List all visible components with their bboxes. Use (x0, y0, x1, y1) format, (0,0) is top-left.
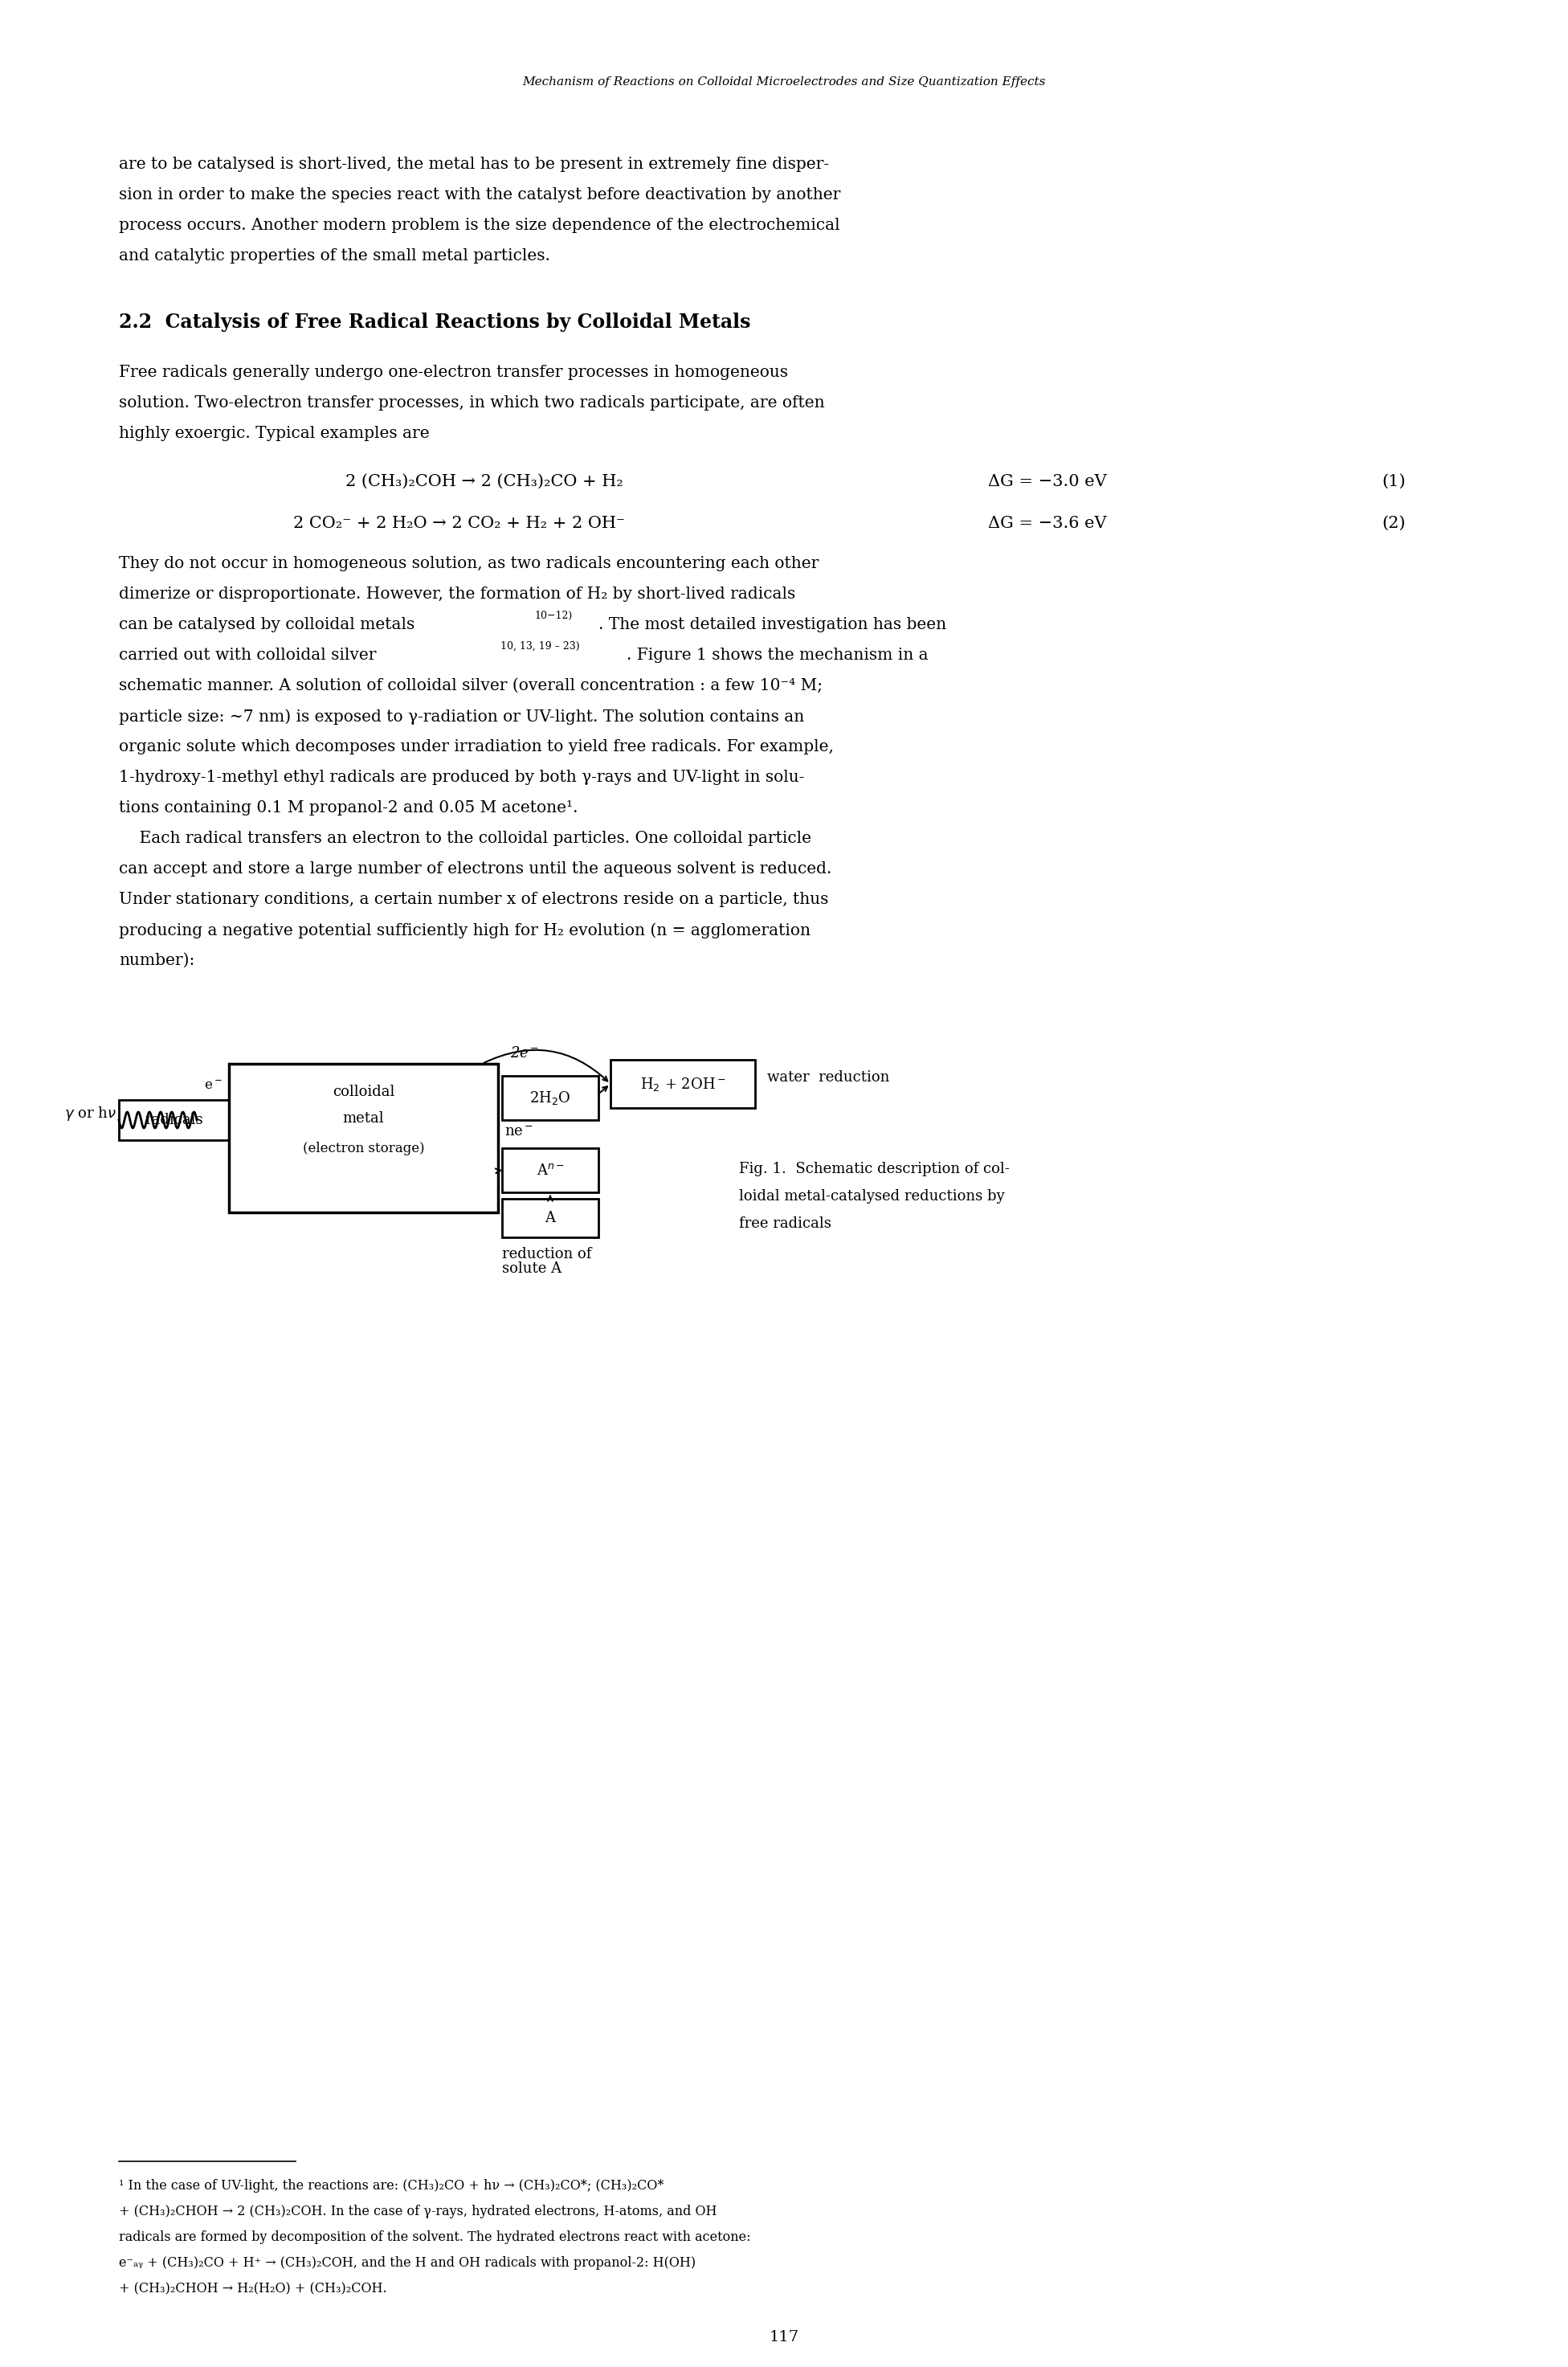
Text: carried out with colloidal silver: carried out with colloidal silver (119, 649, 376, 663)
Text: $\gamma$ or h$\nu$: $\gamma$ or h$\nu$ (64, 1105, 116, 1122)
Text: radicals are formed by decomposition of the solvent. The hydrated electrons reac: radicals are formed by decomposition of … (119, 2230, 751, 2244)
Text: A$^{n-}$: A$^{n-}$ (536, 1162, 564, 1176)
Text: highly exoergic. Typical examples are: highly exoergic. Typical examples are (119, 426, 430, 440)
Text: 2 CO₂⁻ + 2 H₂O → 2 CO₂ + H₂ + 2 OH⁻: 2 CO₂⁻ + 2 H₂O → 2 CO₂ + H₂ + 2 OH⁻ (293, 516, 626, 530)
Text: (1): (1) (1381, 473, 1405, 490)
Text: colloidal: colloidal (332, 1084, 395, 1098)
Text: ΔG = −3.0 eV: ΔG = −3.0 eV (988, 473, 1107, 490)
Text: 117: 117 (768, 2329, 800, 2343)
Bar (502, 1198, 599, 1238)
Text: number):: number): (119, 954, 194, 968)
Text: H$_2$ + 2OH$^-$: H$_2$ + 2OH$^-$ (640, 1075, 726, 1091)
Text: 1-hydroxy-1-methyl ethyl radicals are produced by both γ-rays and UV-light in so: 1-hydroxy-1-methyl ethyl radicals are pr… (119, 769, 804, 786)
Text: Free radicals generally undergo one-electron transfer processes in homogeneous: Free radicals generally undergo one-elec… (119, 365, 789, 381)
Text: e⁻ₐᵧ + (CH₃)₂CO + H⁺ → (CH₃)₂COH, and the H and OH radicals with propanol-2: H(O: e⁻ₐᵧ + (CH₃)₂CO + H⁺ → (CH₃)₂COH, and th… (119, 2256, 696, 2270)
Text: They do not occur in homogeneous solution, as two radicals encountering each oth: They do not occur in homogeneous solutio… (119, 556, 818, 570)
Text: A: A (546, 1212, 555, 1226)
Text: . The most detailed investigation has been: . The most detailed investigation has be… (599, 618, 947, 632)
Text: are to be catalysed is short-lived, the metal has to be present in extremely fin: are to be catalysed is short-lived, the … (119, 156, 829, 173)
Text: can be catalysed by colloidal metals: can be catalysed by colloidal metals (119, 618, 414, 632)
Text: (2): (2) (1381, 516, 1405, 530)
Text: Mechanism of Reactions on Colloidal Microelectrodes and Size Quantization Effect: Mechanism of Reactions on Colloidal Micr… (522, 76, 1046, 88)
Text: tions containing 0.1 M propanol-2 and 0.05 M acetone¹.: tions containing 0.1 M propanol-2 and 0.… (119, 800, 579, 817)
Text: 2 (CH₃)₂COH → 2 (CH₃)₂CO + H₂: 2 (CH₃)₂COH → 2 (CH₃)₂CO + H₂ (345, 473, 622, 490)
Text: schematic manner. A solution of colloidal silver (overall concentration : a few : schematic manner. A solution of colloida… (119, 677, 823, 694)
Text: reduction of: reduction of (502, 1247, 591, 1262)
Text: Fig. 1.  Schematic description of col-: Fig. 1. Schematic description of col- (739, 1162, 1010, 1176)
Text: can accept and store a large number of electrons until the aqueous solvent is re: can accept and store a large number of e… (119, 862, 831, 876)
Text: free radicals: free radicals (739, 1217, 831, 1231)
Text: . Figure 1 shows the mechanism in a: . Figure 1 shows the mechanism in a (627, 649, 928, 663)
Text: Each radical transfers an electron to the colloidal particles. One colloidal par: Each radical transfers an electron to th… (119, 831, 811, 845)
Bar (502, 1148, 599, 1193)
Text: solution. Two-electron transfer processes, in which two radicals participate, ar: solution. Two-electron transfer processe… (119, 395, 825, 409)
Text: particle size: ∼7 nm) is exposed to γ-radiation or UV-light. The solution contai: particle size: ∼7 nm) is exposed to γ-ra… (119, 708, 804, 724)
Text: loidal metal-catalysed reductions by: loidal metal-catalysed reductions by (739, 1191, 1005, 1205)
Text: organic solute which decomposes under irradiation to yield free radicals. For ex: organic solute which decomposes under ir… (119, 739, 834, 755)
Text: process occurs. Another modern problem is the size dependence of the electrochem: process occurs. Another modern problem i… (119, 218, 840, 232)
Text: solute A: solute A (502, 1262, 561, 1276)
Text: radicals: radicals (144, 1112, 204, 1127)
Text: Under stationary conditions, a certain number x of electrons reside on a particl: Under stationary conditions, a certain n… (119, 892, 828, 907)
Text: and catalytic properties of the small metal particles.: and catalytic properties of the small me… (119, 249, 550, 263)
Text: + (CH₃)₂CHOH → 2 (CH₃)₂COH. In the case of γ-rays, hydrated electrons, H-atoms, : + (CH₃)₂CHOH → 2 (CH₃)₂COH. In the case … (119, 2204, 717, 2218)
Text: (electron storage): (electron storage) (303, 1141, 425, 1155)
Text: water  reduction: water reduction (767, 1070, 889, 1084)
Text: ne$^-$: ne$^-$ (505, 1124, 533, 1139)
Bar (229, 1063, 499, 1212)
Text: producing a negative potential sufficiently high for H₂ evolution (n = agglomera: producing a negative potential sufficien… (119, 923, 811, 937)
Bar (502, 1077, 599, 1120)
Text: dimerize or disproportionate. However, the formation of H₂ by short-lived radica: dimerize or disproportionate. However, t… (119, 587, 795, 601)
Text: + (CH₃)₂CHOH → H₂(H₂O) + (CH₃)₂COH.: + (CH₃)₂CHOH → H₂(H₂O) + (CH₃)₂COH. (119, 2282, 387, 2296)
Text: sion in order to make the species react with the catalyst before deactivation by: sion in order to make the species react … (119, 187, 840, 204)
Text: 2H$_2$O: 2H$_2$O (530, 1089, 571, 1105)
Text: 10−12): 10−12) (535, 611, 572, 620)
Text: 2e$^-$: 2e$^-$ (510, 1046, 539, 1060)
Text: ΔG = −3.6 eV: ΔG = −3.6 eV (988, 516, 1107, 530)
Text: metal: metal (343, 1110, 384, 1127)
Text: ¹ In the case of UV-light, the reactions are: (CH₃)₂CO + hν → (CH₃)₂CO*; (CH₃)₂C: ¹ In the case of UV-light, the reactions… (119, 2180, 663, 2192)
Text: 2.2  Catalysis of Free Radical Reactions by Colloidal Metals: 2.2 Catalysis of Free Radical Reactions … (119, 312, 751, 331)
Bar (119, 1101, 229, 1141)
Bar (610, 1060, 756, 1108)
Text: e$^-$: e$^-$ (204, 1079, 223, 1091)
Text: 10, 13, 19 – 23): 10, 13, 19 – 23) (500, 641, 580, 651)
